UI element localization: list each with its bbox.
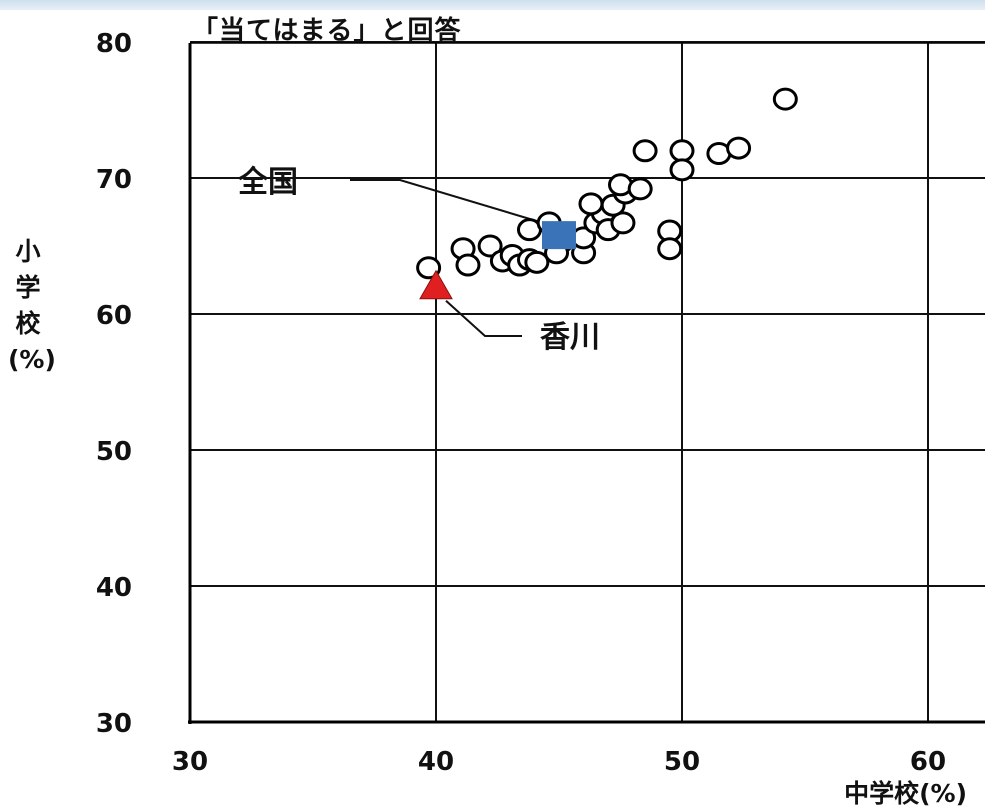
y-tick-label: 30 [96,709,132,739]
window-top-strip [0,0,985,10]
data-point-circle [610,211,636,235]
data-point-circle [772,87,798,111]
national-leader-line [350,179,538,223]
data-point-circle [416,256,442,280]
y-tick-label: 40 [96,573,132,603]
x-tick-label: 50 [664,747,700,777]
kagawa-marker-triangle [419,269,453,300]
data-point-circle [669,139,695,163]
y-tick-label: 70 [96,165,132,195]
x-tick-label: 40 [418,747,454,777]
data-point-circle [669,158,695,182]
data-point-circle [524,250,550,274]
national-callout-label: 全国 [237,165,298,200]
data-point-circle [726,136,752,160]
data-point-circle [477,234,503,258]
y-axis-label: 小学校(%) [8,237,56,374]
x-tick-label: 30 [172,747,208,777]
data-point-circle [657,237,683,261]
national-marker-square [542,221,576,250]
data-point-circle [627,177,653,201]
y-tick-label: 50 [96,437,132,467]
y-tick-label: 80 [96,29,132,59]
x-axis-label: 中学校(%) [844,779,967,808]
kagawa-callout-label: 香川 [540,320,600,355]
data-point-circle [578,192,604,216]
x-tick-label: 60 [910,747,946,777]
data-point-circle [632,139,658,163]
y-tick-label: 60 [96,301,132,331]
data-point-circle [455,253,481,277]
kagawa-leader-line [445,300,522,337]
